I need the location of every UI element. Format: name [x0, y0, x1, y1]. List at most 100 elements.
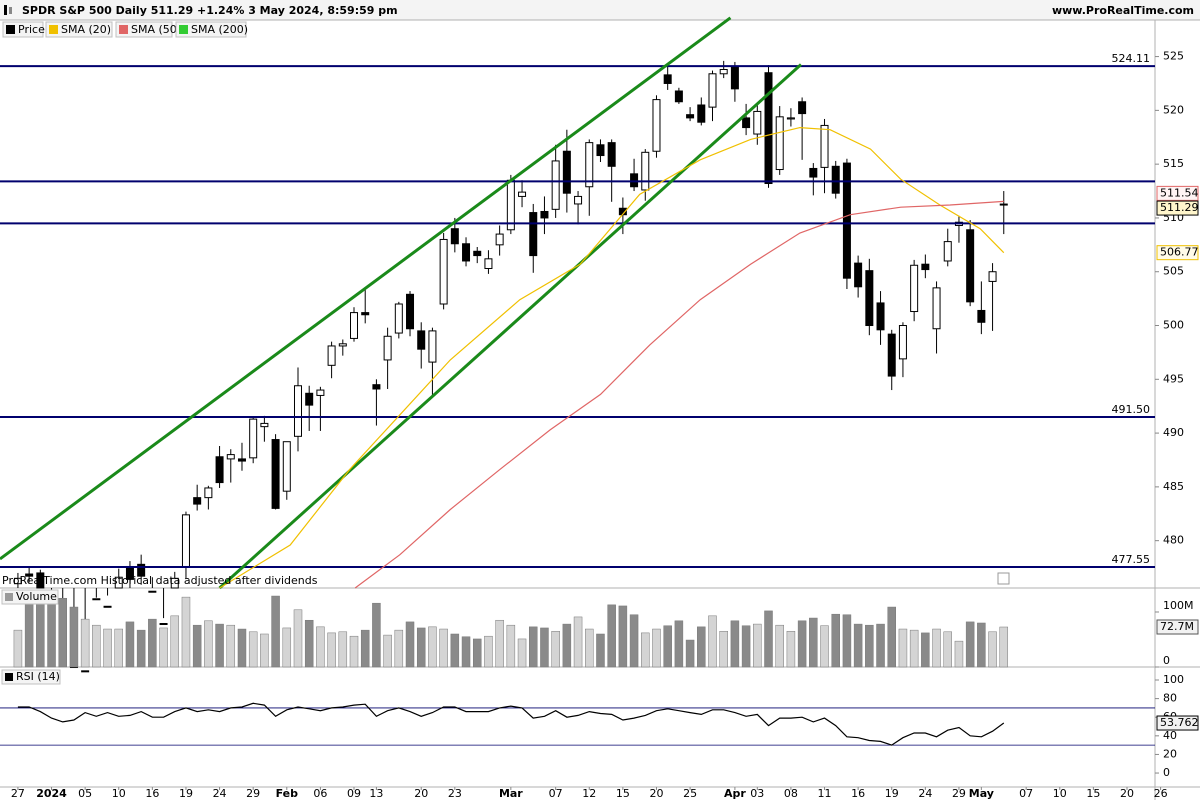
panel-label-box	[1, 589, 59, 605]
candle-body	[842, 162, 851, 279]
volume-bar	[932, 628, 941, 668]
volume-bar	[316, 626, 325, 668]
volume-bar	[248, 631, 258, 668]
volume-bar	[271, 595, 280, 668]
panel-label-box	[1, 669, 61, 685]
candle-body	[226, 454, 235, 460]
candle-body	[406, 293, 415, 330]
candle-body	[237, 458, 246, 462]
volume-bar	[999, 626, 1009, 668]
x-tick-label: 10	[1053, 787, 1067, 800]
candle-body	[932, 287, 941, 330]
volume-bar	[596, 633, 605, 668]
volume-bar	[204, 620, 213, 668]
volume-bar	[898, 628, 908, 668]
volume-bar	[92, 624, 101, 668]
volume-bar	[58, 597, 67, 668]
header-title: SPDR S&P 500 Daily 511.29 +1.24% 3 May 2…	[22, 4, 398, 17]
x-tick-label: 10	[112, 787, 126, 800]
candle-body	[305, 392, 314, 406]
sma20-value: 506.77	[1160, 246, 1199, 259]
volume-bar	[652, 628, 661, 668]
candle-body	[786, 117, 795, 120]
candle-body	[865, 270, 874, 327]
x-tick-label: 07	[1019, 787, 1033, 800]
x-tick-label: Apr	[724, 787, 746, 800]
volume-bar	[607, 604, 616, 668]
volume-bar	[237, 628, 247, 668]
header-icon	[9, 7, 12, 14]
volume-value: 72.7M	[1160, 620, 1194, 633]
legend-item[interactable]	[115, 21, 173, 38]
candle-body	[809, 167, 818, 178]
header-bar	[0, 0, 1200, 20]
y-tick-label: 100	[1163, 673, 1184, 686]
sma50-value-box	[1156, 185, 1199, 201]
x-tick-label: 27	[11, 787, 25, 800]
legend-item[interactable]	[45, 21, 113, 38]
x-tick-label: 29	[952, 787, 966, 800]
volume-bar	[114, 628, 123, 668]
y-tick-label: 80	[1163, 692, 1177, 705]
legend-item[interactable]	[175, 21, 247, 38]
volume-bar	[753, 623, 762, 668]
volume-bar	[472, 638, 482, 668]
candle-body	[428, 330, 437, 363]
candle-body	[999, 203, 1008, 206]
close-value: 511.29	[1160, 201, 1199, 214]
candle-body	[607, 142, 616, 167]
x-tick-label: 13	[369, 787, 383, 800]
candle-body	[462, 243, 471, 262]
volume-bar	[506, 624, 516, 668]
volume-bar	[80, 618, 90, 668]
volume-bar	[405, 621, 415, 668]
candle-body	[966, 229, 975, 303]
info-icon[interactable]	[997, 572, 1010, 585]
candle-body	[13, 577, 22, 585]
candle-body	[943, 241, 952, 262]
volume-bar	[641, 632, 650, 668]
candle-body	[798, 101, 807, 115]
x-tick-label: 20	[649, 787, 663, 800]
volume-bar	[663, 625, 672, 668]
volume-bar	[831, 613, 840, 668]
x-tick-label: 15	[1086, 787, 1100, 800]
volume-bar	[148, 618, 157, 668]
volume-bar	[674, 620, 684, 668]
y-tick-label: 0	[1163, 654, 1170, 667]
y-tick-label: 490	[1163, 426, 1184, 439]
volume-bar	[629, 614, 639, 668]
y-tick-label: 515	[1163, 157, 1184, 170]
volume-bar	[797, 620, 807, 668]
candle-body	[170, 577, 179, 589]
panel-label: RSI (14)	[16, 670, 60, 683]
volume-bar	[338, 631, 348, 668]
y-tick-label: 500	[1163, 319, 1184, 332]
volume-bar	[887, 606, 896, 668]
candle-body	[652, 99, 661, 152]
header-site[interactable]: www.ProRealTime.com	[1052, 4, 1194, 17]
candle-body	[585, 142, 594, 188]
volume-bar	[304, 619, 314, 668]
candle-body	[249, 418, 258, 459]
candle-body	[988, 271, 997, 282]
panel-label: Volume	[16, 590, 57, 603]
volume-bar	[282, 627, 292, 668]
candle-body	[596, 144, 605, 157]
x-tick-label: 19	[179, 787, 193, 800]
candle-body	[562, 150, 571, 194]
candle-body	[181, 514, 190, 567]
candle-body	[764, 72, 773, 185]
volume-bar	[416, 627, 426, 668]
volume-bar	[865, 624, 874, 668]
volume-value-box	[1156, 619, 1199, 635]
y-tick-label: 100M	[1163, 599, 1194, 612]
candle-body	[551, 160, 560, 210]
trend-line	[218, 63, 802, 590]
volume-bar	[954, 640, 964, 668]
rsi-value-box	[1156, 715, 1199, 731]
legend-label: SMA (20)	[61, 23, 111, 36]
candle-body	[708, 73, 717, 108]
candle-body	[271, 439, 280, 509]
